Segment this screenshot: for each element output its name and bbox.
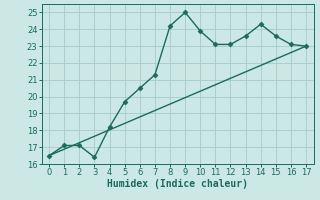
X-axis label: Humidex (Indice chaleur): Humidex (Indice chaleur) (107, 179, 248, 189)
